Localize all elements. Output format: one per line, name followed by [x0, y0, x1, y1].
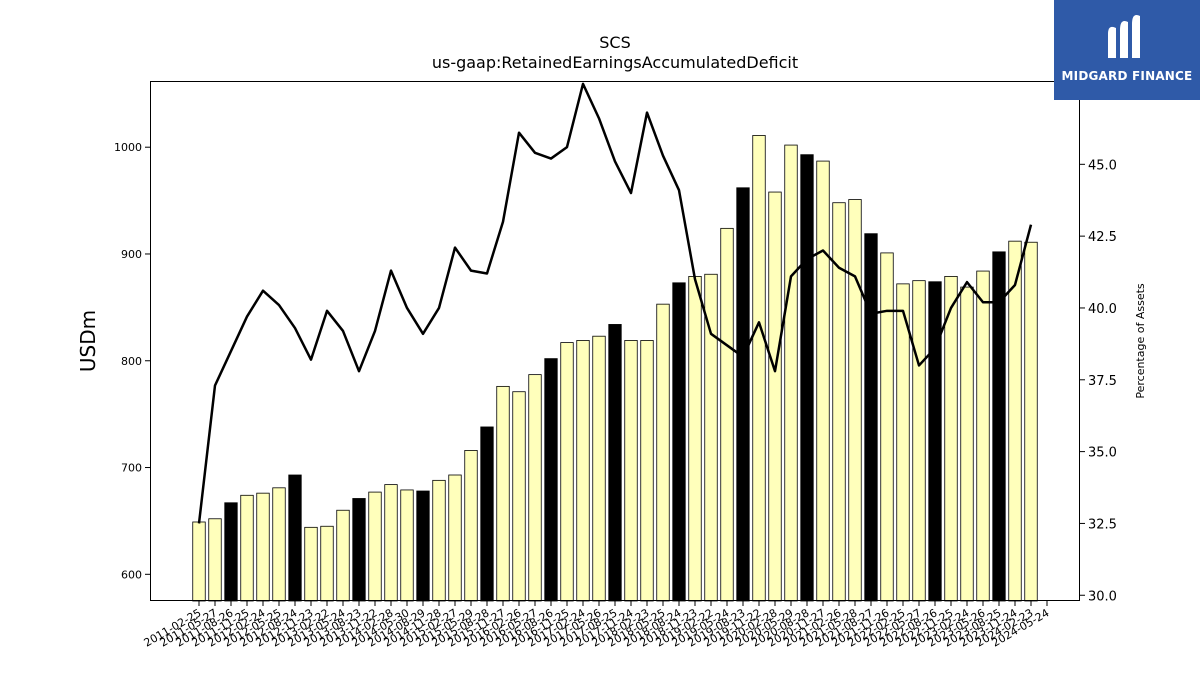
- plot-frame: [150, 81, 1080, 601]
- y-tick-label-left: 800: [121, 355, 142, 368]
- line-series: [197, 82, 1033, 524]
- bar: [368, 491, 382, 602]
- bar: [944, 275, 958, 602]
- y-tick-label-right: 30.0: [1088, 589, 1117, 604]
- bar: [720, 227, 734, 602]
- bar: [544, 358, 558, 602]
- y-tick-label-left: 900: [121, 248, 142, 261]
- bar: [976, 270, 990, 602]
- logo-text: MIDGARD FINANCE: [1061, 69, 1193, 83]
- bar: [784, 144, 798, 602]
- bar: [304, 526, 318, 602]
- y-tick-label-left: 700: [121, 462, 142, 475]
- bar: [864, 233, 878, 602]
- y-tick-label-right: 45.0: [1088, 158, 1117, 173]
- y-tick-label-left: 600: [121, 568, 142, 581]
- y-axis-label-right: Percentage of Assets: [1134, 283, 1147, 399]
- bar: [672, 282, 686, 602]
- y-tick-label-right: 37.5: [1088, 374, 1117, 389]
- bar: [480, 426, 494, 602]
- bar: [560, 342, 574, 602]
- midgard-logo-icon: [1108, 15, 1140, 58]
- bar: [848, 199, 862, 602]
- bar: [576, 340, 590, 602]
- bar: [384, 484, 398, 602]
- bar: [752, 135, 766, 602]
- chart-title: SCS: [599, 33, 630, 52]
- bar: [992, 251, 1006, 602]
- bar: [928, 281, 942, 602]
- bar: [448, 474, 462, 602]
- bar: [240, 494, 254, 602]
- midgard-finance-logo: MIDGARD FINANCE: [1054, 0, 1200, 100]
- bar: [336, 509, 350, 602]
- bar: [528, 374, 542, 602]
- bar: [608, 324, 622, 602]
- bar: [496, 385, 510, 602]
- bar: [272, 487, 286, 602]
- bar: [896, 283, 910, 602]
- bar: [912, 280, 926, 602]
- bar: [640, 340, 654, 602]
- bar: [208, 518, 222, 602]
- bar: [352, 498, 366, 602]
- bar: [624, 340, 638, 602]
- bar: [960, 286, 974, 602]
- bar: [688, 275, 702, 602]
- bar: [592, 335, 606, 602]
- bar: [800, 154, 814, 602]
- x-axis: 2011-02-252011-05-272011-08-262011-11-25…: [142, 601, 1052, 650]
- bar: [288, 474, 302, 602]
- bar-series: [192, 135, 1038, 602]
- y-tick-label-right: 35.0: [1088, 446, 1117, 461]
- bar: [416, 490, 430, 602]
- bar: [400, 489, 414, 602]
- bar: [1024, 241, 1038, 602]
- y-axis-label-left: USDm: [76, 310, 100, 372]
- bar: [320, 525, 334, 602]
- line-path: [197, 82, 1033, 524]
- y-tick-label-right: 32.5: [1088, 517, 1117, 532]
- bar: [880, 252, 894, 602]
- bar: [464, 450, 478, 602]
- bar: [512, 391, 526, 602]
- left-axis: 600 700 800 900 1000: [114, 141, 150, 581]
- right-axis: 30.0 32.5 35.0 37.5 40.0 42.5 45.0: [1080, 158, 1117, 604]
- bar: [256, 492, 270, 602]
- bar: [736, 187, 750, 602]
- y-tick-label-left: 1000: [114, 141, 142, 154]
- bar: [768, 191, 782, 602]
- y-tick-label-right: 42.5: [1088, 230, 1117, 245]
- chart-subtitle: us-gaap:RetainedEarningsAccumulatedDefic…: [432, 53, 798, 72]
- bar: [816, 160, 830, 602]
- bar: [192, 521, 206, 602]
- bar: [1008, 240, 1022, 602]
- bar: [656, 303, 670, 602]
- bar: [224, 502, 238, 602]
- y-tick-label-right: 40.0: [1088, 302, 1117, 317]
- bar: [432, 479, 446, 602]
